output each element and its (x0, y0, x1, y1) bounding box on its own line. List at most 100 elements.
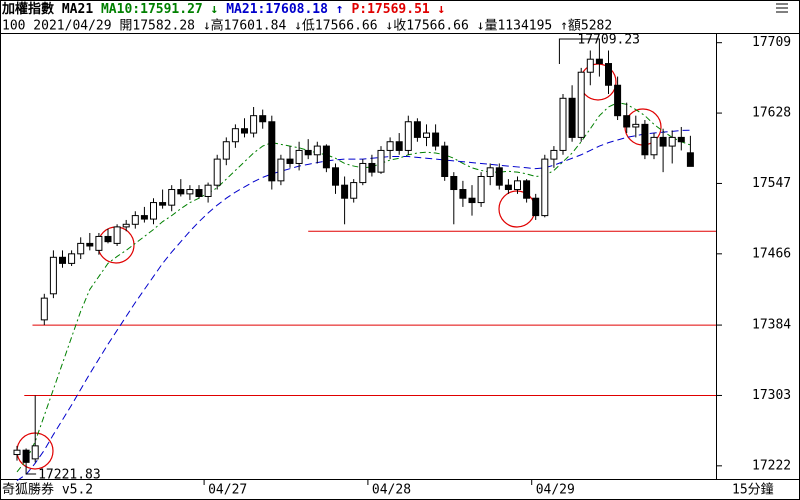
candle-body (113, 226, 121, 244)
candle-body (504, 184, 512, 191)
candle-body (577, 71, 585, 138)
candle-body (413, 121, 421, 138)
candle-body (386, 141, 394, 151)
candle-body (186, 189, 194, 195)
candle-body (559, 97, 567, 151)
y-tick-label: 17384 (752, 318, 791, 333)
candle-body (222, 141, 230, 160)
candle-body (595, 58, 603, 65)
candle-body (95, 235, 103, 251)
candle-body (177, 189, 185, 195)
y-tick-label: 17547 (752, 176, 791, 191)
candle-body (659, 136, 667, 147)
y-tick-label: 17709 (752, 35, 791, 50)
candle-body (377, 149, 385, 173)
candle-body (532, 197, 540, 217)
candle-body (231, 128, 239, 143)
candle-body (368, 162, 376, 173)
candle-body (213, 158, 221, 186)
annotation-leader (558, 38, 600, 64)
candle-body (59, 256, 66, 264)
candle-body (395, 141, 403, 151)
candle-body (614, 84, 622, 117)
candle-body (68, 253, 76, 264)
candle-body (204, 184, 212, 197)
ma-line (16, 102, 691, 473)
candle-body (332, 167, 339, 186)
candle-body (677, 136, 685, 143)
candle-body (423, 132, 430, 138)
candle-body (86, 242, 94, 247)
candle-body (131, 215, 139, 225)
indicator: MA21 (62, 2, 93, 17)
candle-body (586, 58, 594, 73)
candle-body (250, 115, 258, 134)
title: 加權指數 (1, 1, 54, 17)
candle-body (523, 180, 531, 199)
candle-body (632, 123, 640, 128)
legend-entry: MA21:17608.18 ↑ (226, 2, 343, 17)
legend-entry: MA10:17591.27 ↓ (101, 2, 218, 17)
candle-body (122, 223, 130, 228)
candle-body (31, 445, 39, 460)
price-label: P:17569.51 ↓ (351, 2, 445, 17)
candle-body (641, 123, 649, 156)
candle-body (159, 202, 167, 206)
candle-body (650, 136, 658, 156)
candle-body (295, 149, 303, 164)
candle-body (477, 175, 485, 204)
candle-body (468, 197, 476, 204)
annotation-leader (25, 465, 37, 475)
y-tick-label: 17303 (752, 388, 791, 403)
candle-body (450, 175, 458, 191)
candle-body (104, 235, 112, 243)
ma-line (16, 129, 691, 482)
x-tick-label: 04/29 (536, 483, 575, 498)
candle-body (541, 158, 549, 217)
brand: 奇狐勝券 v5.2 (2, 482, 93, 498)
candle-body (686, 152, 694, 167)
candle-body (668, 136, 676, 147)
y-tick-label: 17222 (752, 458, 791, 473)
candle-body (150, 202, 157, 220)
candle-body (623, 115, 631, 128)
candle-body (49, 256, 57, 295)
candle-body (268, 121, 276, 182)
candle-body (359, 162, 367, 184)
candle-body (22, 449, 30, 463)
candle-body (341, 184, 349, 199)
candle-body (350, 182, 358, 199)
candle-body (304, 149, 312, 156)
candle-body (277, 158, 285, 182)
candle-body (441, 145, 449, 177)
candle-body (432, 132, 440, 147)
candle-body (486, 167, 494, 177)
candle-body (514, 180, 521, 191)
candle-body (550, 149, 558, 160)
candle-body (404, 121, 412, 151)
candle-body (259, 115, 267, 123)
header-line-1: 加權指數 MA21 MA10:17591.27 ↓ MA21:17608.18 … (1, 1, 445, 17)
candle-body (568, 97, 576, 138)
x-tick-label: 04/27 (208, 483, 247, 498)
candle-body (459, 189, 467, 199)
candle-body (313, 145, 321, 156)
candle-body (322, 145, 330, 169)
candle-body (140, 215, 148, 220)
y-tick-label: 17466 (752, 246, 791, 261)
candle-body (605, 63, 612, 86)
annotation: 17709.23 (577, 33, 640, 48)
candle-body (13, 449, 21, 456)
x-tick-label: 04/28 (372, 483, 411, 498)
candle-body (40, 297, 48, 321)
candle-body (286, 158, 294, 164)
annotation: 17221.83 (38, 467, 101, 482)
candle-body (495, 167, 503, 186)
candle-body (77, 242, 85, 255)
period: 15分鐘 (732, 482, 774, 498)
y-tick-label: 17628 (752, 106, 791, 121)
info-line: 100 2021/04/29 開17582.28 ↓高17601.84 ↓低17… (2, 18, 612, 34)
